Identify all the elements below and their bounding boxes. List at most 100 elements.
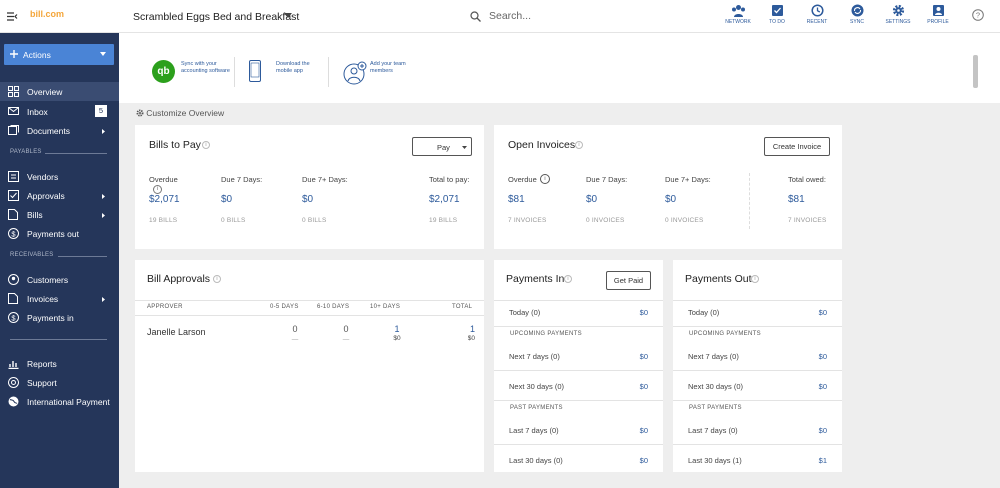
sidebar-item-documents[interactable]: Documents [0, 121, 119, 139]
info-icon[interactable]: i [540, 174, 550, 184]
card-title: Payments In [506, 273, 565, 285]
search-input[interactable]: Search... [489, 10, 532, 22]
due7plus-amount[interactable]: $0 [302, 194, 314, 205]
add-team-icon [343, 61, 367, 87]
next30-value[interactable]: $0 [639, 382, 648, 391]
customize-overview[interactable]: Customize Overview [136, 108, 224, 118]
nav-recent[interactable]: RECENT [802, 4, 832, 25]
sidebar-item-label: Payments in [27, 313, 74, 323]
nav-sync[interactable]: SYNC [844, 4, 870, 25]
get-paid-button[interactable]: Get Paid [606, 271, 651, 290]
col-10plus-days: 10+ DAYS [370, 304, 401, 310]
add-team-link[interactable]: Add your team members [370, 61, 406, 74]
upcoming-header: UPCOMING PAYMENTS [689, 331, 761, 337]
total-owed-amount[interactable]: $81 [788, 194, 805, 205]
nav-settings[interactable]: SETTINGS [881, 4, 915, 25]
divider [494, 326, 663, 327]
svg-text:?: ? [976, 11, 980, 20]
actions-button[interactable]: Actions [4, 44, 114, 65]
next30-label: Next 30 days (0) [509, 382, 565, 391]
company-dropdown-icon[interactable] [284, 13, 292, 18]
total-to-pay-amount[interactable]: $2,071 [429, 194, 460, 205]
approval-total[interactable]: 1 [469, 324, 475, 334]
due7-count: 0 INVOICES [586, 217, 625, 224]
due7plus-amount[interactable]: $0 [665, 194, 677, 205]
due7plus-label: Due 7+ Days: [302, 175, 348, 184]
nav-recent-label: RECENT [806, 19, 828, 25]
last30-value[interactable]: $0 [639, 456, 648, 465]
overdue-count: 7 INVOICES [508, 217, 547, 224]
info-icon[interactable]: i [564, 275, 572, 283]
last7-value[interactable]: $0 [639, 426, 648, 435]
info-icon[interactable]: i [213, 275, 221, 283]
next30-label: Next 30 days (0) [688, 382, 744, 391]
company-name[interactable]: Scrambled Eggs Bed and Breakfast [133, 11, 300, 23]
menu-collapse-icon[interactable] [7, 12, 18, 21]
sidebar-item-label: International Payment [27, 397, 110, 407]
customize-label: Customize Overview [146, 108, 225, 118]
sidebar-item-inbox[interactable]: Inbox 5 [0, 102, 119, 120]
sidebar-item-bills[interactable]: Bills [0, 205, 119, 223]
today-value[interactable]: $0 [639, 308, 648, 317]
overdue-amount[interactable]: $2,071 [149, 194, 180, 205]
sidebar-item-customers[interactable]: Customers [0, 270, 119, 288]
create-invoice-button[interactable]: Create Invoice [764, 137, 830, 156]
sidebar-item-label: Support [27, 378, 57, 388]
divider [135, 300, 484, 301]
pay-select[interactable]: Pay [412, 137, 472, 156]
approval-d610: 0 [343, 324, 349, 334]
help-icon[interactable]: ? [972, 9, 984, 21]
info-icon[interactable]: i [153, 185, 162, 194]
chevron-right-icon [102, 297, 105, 302]
sidebar-item-invoices[interactable]: Invoices [0, 289, 119, 307]
next7-value[interactable]: $0 [639, 352, 648, 361]
approval-total-sub: $0 [467, 335, 475, 342]
next30-value[interactable]: $0 [818, 382, 827, 391]
due7-label: Due 7 Days: [221, 175, 263, 184]
due7plus-label: Due 7+ Days: [665, 175, 711, 184]
sidebar-item-vendors[interactable]: Vendors [0, 167, 119, 185]
sidebar-item-support[interactable]: Support [0, 373, 119, 391]
last7-label: Last 7 days (0) [509, 426, 559, 435]
sidebar-item-reports[interactable]: Reports [0, 354, 119, 372]
mobile-app-link[interactable]: Download the mobile app [276, 61, 310, 74]
sidebar-item-approvals[interactable]: Approvals [0, 186, 119, 204]
sync-icon [851, 4, 863, 17]
sidebar-item-payments-in[interactable]: $ Payments in [0, 308, 119, 326]
nav-network[interactable]: NETWORK [722, 4, 754, 25]
scrollbar[interactable] [973, 55, 978, 88]
sidebar-item-label: Documents [27, 126, 70, 136]
sidebar-item-payments-out[interactable]: $ Payments out [0, 224, 119, 242]
info-icon[interactable]: i [575, 141, 583, 149]
bill-logo[interactable]: bill.com [30, 9, 65, 19]
last7-value[interactable]: $0 [818, 426, 827, 435]
last30-value[interactable]: $1 [818, 456, 827, 465]
due7-amount[interactable]: $0 [586, 194, 598, 205]
sidebar-item-label: Bills [27, 210, 43, 220]
sidebar-item-overview[interactable]: Overview [0, 82, 119, 101]
card-title: Open Invoices [508, 139, 576, 151]
gear-icon [136, 109, 144, 117]
plus-icon [10, 50, 18, 58]
network-icon [731, 5, 745, 17]
overdue-amount[interactable]: $81 [508, 194, 525, 205]
nav-network-label: NETWORK [725, 19, 751, 25]
card-title: Bill Approvals [147, 273, 211, 285]
due7-amount[interactable]: $0 [221, 194, 233, 205]
nav-settings-label: SETTINGS [885, 19, 911, 25]
sidebar-item-label: Approvals [27, 191, 65, 201]
sync-accounting-link[interactable]: Sync with your accounting software [181, 61, 230, 74]
approval-d10[interactable]: 1 [394, 324, 400, 334]
today-value[interactable]: $0 [818, 308, 827, 317]
next7-value[interactable]: $0 [818, 352, 827, 361]
total-to-pay-label: Total to pay: [429, 175, 470, 184]
nav-todo[interactable]: TO DO [764, 4, 790, 25]
approver-name[interactable]: Janelle Larson [147, 327, 206, 337]
sidebar-item-international-payment[interactable]: International Payment [0, 392, 119, 410]
last30-label: Last 30 days (1) [688, 456, 742, 465]
actions-label: Actions [23, 50, 51, 60]
vendors-icon [8, 171, 19, 182]
info-icon[interactable]: i [751, 275, 759, 283]
nav-profile[interactable]: PROFILE [923, 4, 953, 25]
info-icon[interactable]: i [202, 141, 210, 149]
